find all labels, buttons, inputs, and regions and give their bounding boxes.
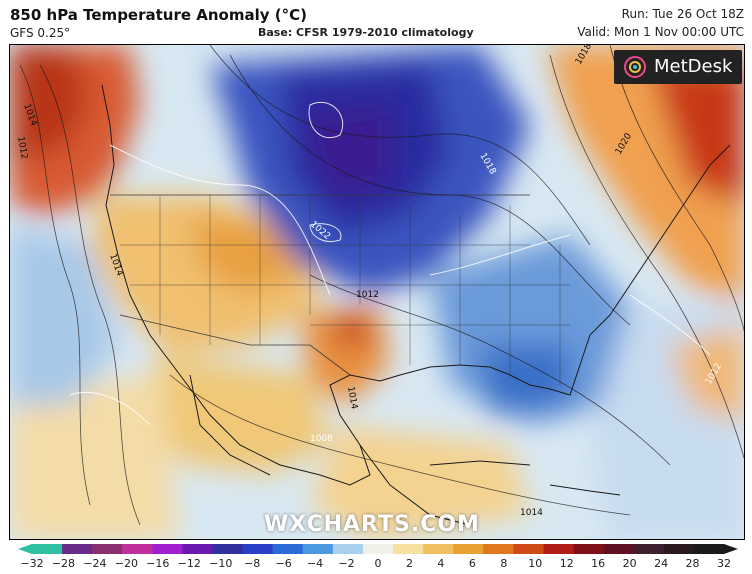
colorbar-tick-label: 20	[622, 557, 637, 570]
colorbar-segment	[122, 544, 153, 554]
colorbar-tick-label: −4	[306, 557, 324, 570]
isobar-label: 1012	[356, 290, 379, 300]
map-title: 850 hPa Temperature Anomaly (°C)	[10, 6, 307, 24]
colorbar-tick-label: 10	[528, 557, 543, 570]
colorbar-segment	[242, 544, 274, 554]
colorbar-segment	[182, 544, 214, 554]
colorbar-tick-label: −32	[20, 557, 44, 570]
isobar-label: 1012	[15, 136, 29, 160]
colorbar-arrow-right	[724, 544, 738, 554]
isobar-label: 1014	[345, 386, 359, 411]
colorbar-segment	[32, 544, 63, 554]
colorbar-segment	[212, 544, 244, 554]
colorbar-segment	[272, 544, 304, 554]
colorbar-tick-label: 2	[405, 557, 413, 570]
cold-anomaly-east	[430, 235, 630, 425]
colorbar-tick-label: 6	[468, 557, 476, 570]
metdesk-label: MetDesk	[654, 56, 733, 77]
colorbar-segment	[483, 544, 514, 554]
run-time: Run: Tue 26 Oct 18Z	[621, 7, 744, 21]
wxcharts-watermark: WXCHARTS.COM	[264, 512, 480, 537]
colorbar-tick-label: 16	[591, 557, 606, 570]
colorbar-tick-label: 12	[559, 557, 574, 570]
colorbar-segment	[393, 544, 424, 554]
colorbar-tick-label: −16	[146, 557, 170, 570]
colorbar-segment	[92, 544, 123, 554]
colorbar-segment	[633, 544, 665, 554]
anomaly-map: 1014 1012 1014 1018 1022 1018 1020 1012 …	[9, 44, 745, 540]
colorbar-segment	[603, 544, 635, 554]
colorbar-tick-label: −6	[275, 557, 292, 570]
climatology-base: Base: CFSR 1979-2010 climatology	[258, 26, 474, 39]
colorbar-segment	[62, 544, 93, 554]
colorbar-segment	[423, 544, 454, 554]
colorbar	[18, 544, 738, 554]
map-canvas: 1014 1012 1014 1018 1022 1018 1020 1012 …	[10, 45, 744, 539]
valid-time: Valid: Mon 1 Nov 00:00 UTC	[577, 25, 744, 39]
colorbar-tick-label: −2	[338, 557, 355, 570]
warm-anomaly-mexico	[130, 355, 330, 475]
anomaly-contours	[69, 101, 711, 426]
colorbar-arrow-left	[18, 544, 32, 554]
header: 850 hPa Temperature Anomaly (°C) GFS 0.2…	[0, 0, 752, 44]
colorbar-tick-label: 8	[500, 557, 508, 570]
colorbar-tick-label: −28	[51, 557, 76, 570]
metdesk-logo-icon	[624, 56, 646, 78]
isobars	[19, 45, 744, 526]
colorbar-segment	[663, 544, 695, 554]
colorbar-segment	[573, 544, 605, 554]
metdesk-badge: MetDesk	[614, 50, 742, 84]
colorbar-tick-label: 0	[374, 557, 382, 570]
colorbar-tick-label: 32	[717, 557, 731, 570]
colorbar-segment	[543, 544, 575, 554]
colorbar-ticks: −32 −28 −24 −20 −16 −12 −10 −8 −6 −4 −2 0 2 4 6 8 10 12 16…	[18, 557, 738, 571]
colorbar-tick-label: 4	[437, 557, 445, 570]
colorbar-segment	[362, 544, 394, 554]
colorbar-segment	[302, 544, 334, 554]
state-borders	[120, 195, 570, 385]
isobar-label: 1008	[310, 434, 333, 444]
colorbar-segment	[332, 544, 364, 554]
colorbar-segment	[513, 544, 544, 554]
model-name: GFS 0.25°	[10, 26, 71, 40]
colorbar-tick-label: −20	[114, 557, 138, 570]
colorbar-segment	[453, 544, 484, 554]
colorbar-tick-label: −24	[83, 557, 107, 570]
colorbar-tick-label: −12	[177, 557, 201, 570]
colorbar-tick-label: 24	[654, 557, 669, 570]
colorbar-tick-label: 28	[685, 557, 700, 570]
colorbar-tick-label: −10	[209, 557, 233, 570]
colorbar-tick-label: −8	[244, 557, 261, 570]
colorbar-segment	[152, 544, 183, 554]
colorbar-segment	[693, 544, 725, 554]
isobar-label: 1014	[520, 508, 543, 518]
